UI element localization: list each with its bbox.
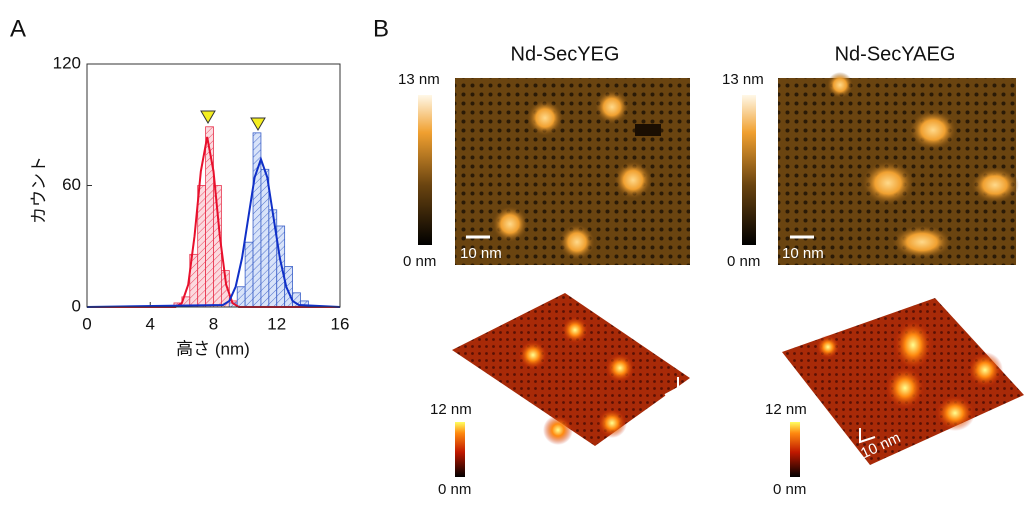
panel-label: A bbox=[10, 15, 26, 42]
colorbar bbox=[742, 95, 756, 245]
scale-label: 10 nm bbox=[460, 245, 502, 262]
y-tick-label: 60 bbox=[62, 175, 81, 194]
x-tick-label: 16 bbox=[331, 314, 350, 333]
hist-bar bbox=[261, 169, 269, 307]
scale-label: 10 nm bbox=[782, 245, 824, 262]
image-title: Nd-SecYAEG bbox=[835, 43, 956, 65]
x-tick-label: 4 bbox=[146, 314, 155, 333]
y-tick-label: 0 bbox=[72, 296, 81, 315]
colorbar-max: 13 nm bbox=[398, 71, 440, 88]
colorbar bbox=[418, 95, 432, 245]
colorbar-max: 12 nm bbox=[430, 401, 472, 418]
hist-bar bbox=[253, 133, 261, 307]
colorbar-min: 0 nm bbox=[773, 481, 806, 498]
x-tick-label: 0 bbox=[82, 314, 91, 333]
colorbar-min: 0 nm bbox=[438, 481, 471, 498]
peak-marker bbox=[251, 118, 265, 130]
panel-label: B bbox=[373, 15, 389, 42]
colorbar bbox=[455, 422, 465, 477]
colorbar-max: 12 nm bbox=[765, 401, 807, 418]
image-title: Nd-SecYEG bbox=[511, 43, 620, 65]
x-tick-label: 8 bbox=[209, 314, 218, 333]
figure: A B 0 4 8 12 16 0 60 120 高さ (nm) カウント Nd-SecYEG… bbox=[0, 0, 1026, 501]
colorbar bbox=[790, 422, 800, 477]
peak-marker bbox=[201, 111, 215, 123]
x-tick-label: 12 bbox=[267, 314, 286, 333]
y-axis-label: カウント bbox=[29, 156, 48, 224]
hist-bar bbox=[198, 186, 206, 308]
x-axis-label: 高さ (nm) bbox=[176, 339, 250, 358]
hist-bar bbox=[245, 242, 253, 307]
hist-bar bbox=[237, 287, 245, 307]
colorbar-min: 0 nm bbox=[403, 253, 436, 270]
colorbar-max: 13 nm bbox=[722, 71, 764, 88]
colorbar-min: 0 nm bbox=[727, 253, 760, 270]
y-tick-label: 120 bbox=[53, 53, 81, 72]
histogram-chart: 0 4 8 12 16 0 60 120 bbox=[53, 53, 350, 333]
